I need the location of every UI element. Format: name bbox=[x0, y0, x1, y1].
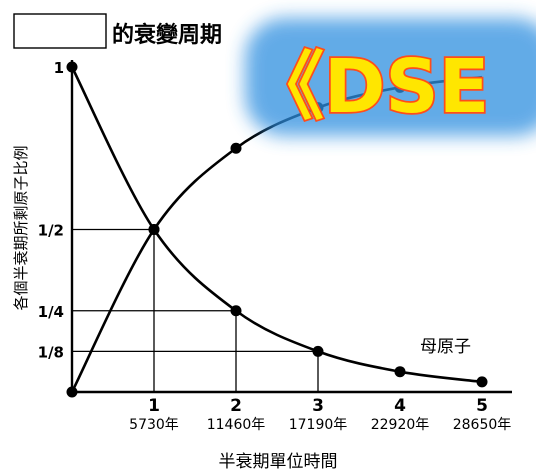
x-tick-label: 4 bbox=[394, 396, 406, 416]
y-tick-label: 1/4 bbox=[38, 303, 64, 321]
dse-watermark: 《DSE bbox=[245, 18, 536, 136]
data-point-parent bbox=[313, 346, 324, 357]
chart-title: 的衰變周期 bbox=[112, 22, 222, 48]
x-tick-year-label: 17190年 bbox=[289, 417, 348, 433]
data-point-daughter bbox=[67, 387, 78, 398]
x-tick-label: 2 bbox=[230, 396, 242, 416]
series-label-parent: 母原子 bbox=[420, 337, 471, 357]
y-tick-label: 1/8 bbox=[38, 343, 64, 361]
x-axis-label: 半衰期單位時間 bbox=[219, 452, 338, 472]
y-axis-label: 各個半衰期所剩原子比例 bbox=[12, 145, 30, 310]
watermark-text: 《DSE bbox=[250, 44, 489, 130]
y-tick-label: 1 bbox=[54, 59, 64, 77]
title-blank-box bbox=[14, 14, 106, 48]
data-point-parent bbox=[67, 62, 78, 73]
guide-lines bbox=[72, 230, 318, 393]
x-tick-label: 1 bbox=[148, 396, 160, 416]
data-point-parent bbox=[231, 305, 242, 316]
data-point-parent bbox=[395, 366, 406, 377]
y-tick-label: 1/2 bbox=[38, 222, 64, 240]
x-tick-label: 5 bbox=[476, 396, 488, 416]
data-point-daughter bbox=[231, 143, 242, 154]
data-point-daughter bbox=[149, 224, 160, 235]
x-tick-year-label: 28650年 bbox=[453, 417, 512, 433]
x-tick-year-label: 22920年 bbox=[371, 417, 430, 433]
x-tick-year-label: 11460年 bbox=[207, 417, 266, 433]
x-tick-year-label: 5730年 bbox=[129, 417, 179, 433]
y-tick-labels: 1 1/2 1/4 1/8 bbox=[38, 59, 64, 361]
x-tick-label: 3 bbox=[312, 396, 324, 416]
data-point-parent bbox=[477, 376, 488, 387]
